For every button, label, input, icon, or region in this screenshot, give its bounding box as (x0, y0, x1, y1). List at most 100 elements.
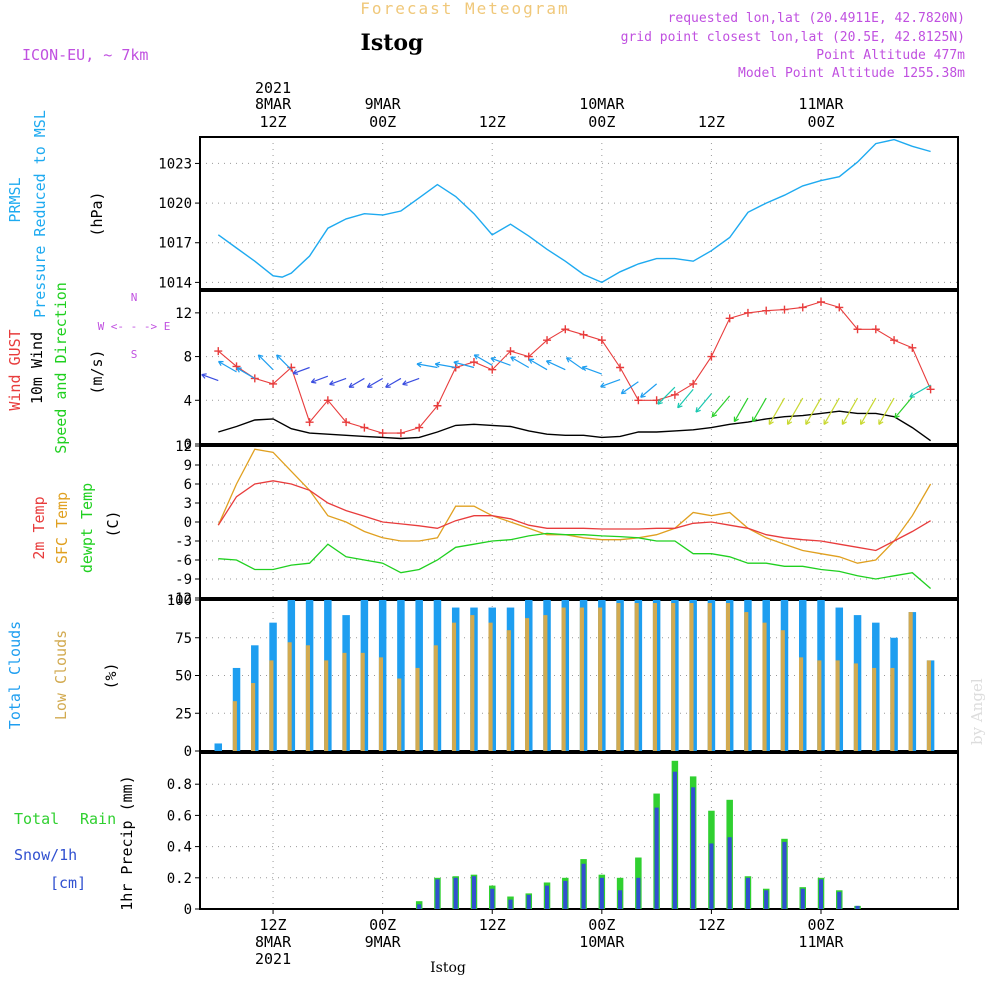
clouds-ytick-label: 50 (175, 669, 192, 685)
snow-bar (618, 890, 623, 909)
gust-marker (506, 347, 515, 356)
low-cloud-bar (451, 622, 457, 751)
snow-bar (709, 843, 714, 909)
low-cloud-bar (817, 660, 822, 751)
wind-arrow (402, 377, 420, 386)
gust-marker (707, 352, 716, 361)
legend-cm: [cm] (50, 874, 86, 892)
total-cloud-bar (214, 743, 223, 751)
temperature-ytick-label: -6 (175, 553, 192, 569)
gust-marker (543, 336, 552, 345)
low-cloud-bar (470, 615, 475, 751)
wind-arrow (367, 377, 383, 388)
wind-arrowhead (201, 373, 207, 379)
temperature-ytick-label: -3 (175, 534, 192, 550)
snow-bar (727, 837, 732, 909)
wind-ytick-label: 8 (184, 350, 192, 366)
legend-total: Total (14, 810, 59, 828)
compass-south: S (131, 348, 138, 361)
wind-arrowhead (768, 419, 774, 425)
point-altitude: Point Altitude 477m (816, 48, 965, 63)
wind-arrow (566, 357, 584, 371)
wind-arrowhead (310, 378, 317, 384)
wind-arrow (657, 386, 676, 405)
low-cloud-bar (579, 607, 584, 751)
total-cloud-bar (397, 600, 405, 751)
snow-bar (764, 890, 769, 909)
snow-bar (417, 904, 422, 909)
wind-speed-line (218, 410, 932, 442)
chart-title: Forecast Meteogram (360, 0, 569, 18)
wind-arrowhead (640, 392, 646, 398)
low-cloud-bar (598, 607, 603, 751)
wind-arrow (311, 375, 329, 383)
gust-marker (561, 325, 570, 334)
top-time-label: 12Z (260, 113, 287, 131)
wind-arrowhead (348, 382, 355, 388)
wind-arrow (620, 381, 639, 395)
low-cloud-bar (744, 612, 749, 751)
temp-unit-label: (C) (104, 510, 122, 537)
snow-bar (544, 885, 550, 909)
low-cloud-bar (415, 667, 420, 751)
wind-arrowhead (581, 365, 588, 372)
temperature-panel: -12 -9 -6 -3 0 3 6 9 12 (167, 439, 959, 607)
total-clouds-axis-label: Total Clouds (6, 621, 24, 729)
precip-ytick-label: 0.2 (167, 871, 192, 887)
wind-arrowhead (620, 388, 627, 395)
dewpoint-line (218, 532, 932, 589)
wind-arrow (348, 377, 365, 388)
gust-marker (488, 365, 497, 374)
gust-marker (378, 429, 387, 438)
wind-arrowhead (218, 360, 224, 367)
low-cloud-bar (324, 660, 329, 751)
sfc-axis-label: SFC Temp (53, 492, 71, 564)
top-time-label: 00Z (588, 113, 615, 131)
temperature-ytick-label: 6 (184, 477, 192, 493)
low-cloud-bar (853, 663, 858, 751)
gust-marker (597, 336, 606, 345)
pressure-ytick-label: 1017 (158, 236, 192, 252)
gust-marker (670, 390, 679, 399)
wind-arrowhead (236, 367, 242, 373)
wind-arrow (292, 366, 310, 375)
temperature-ytick-label: 3 (184, 496, 192, 512)
wind-arrow (218, 360, 237, 373)
low-cloud-bar (725, 603, 731, 751)
clouds-ytick-label: 100 (167, 593, 192, 609)
low-cloud-bar (689, 603, 694, 751)
gust-marker (342, 418, 351, 427)
low-cloud-bar (616, 603, 621, 751)
wind-arrowhead (545, 359, 552, 366)
low-cloud-bar (652, 603, 658, 751)
top-date-label: 8MAR (255, 95, 292, 113)
precip-ytick-label: 0 (184, 902, 192, 918)
wind-arrowhead (860, 419, 866, 425)
wind-arrowhead (878, 419, 884, 425)
wind-ytick-label: 0 (184, 437, 192, 453)
wind-arrow (528, 358, 548, 371)
low-cloud-bar (634, 603, 639, 751)
low-cloud-bar (890, 667, 895, 751)
gust-marker (743, 308, 752, 317)
pressure-unit-label: (hPa) (88, 191, 106, 236)
wind-arrow (878, 397, 895, 425)
precip-frame (199, 752, 959, 910)
snow-bar (599, 877, 604, 909)
wind-arrowhead (276, 354, 282, 360)
bottom-time-label: 00Z (588, 916, 615, 934)
gust-marker (689, 379, 698, 388)
wind-arrowhead (434, 361, 441, 368)
bottom-date-label: 9MAR (365, 933, 402, 951)
pressure-frame (199, 136, 959, 290)
low-cloud-bar (251, 683, 256, 751)
wind-arrow (640, 383, 658, 398)
gust-marker (360, 423, 369, 432)
wind-arrowhead (733, 416, 739, 423)
snow-bar (490, 888, 495, 909)
wind-arrow (711, 395, 731, 418)
top-time-label: 00Z (369, 113, 396, 131)
gust-marker (725, 314, 734, 323)
